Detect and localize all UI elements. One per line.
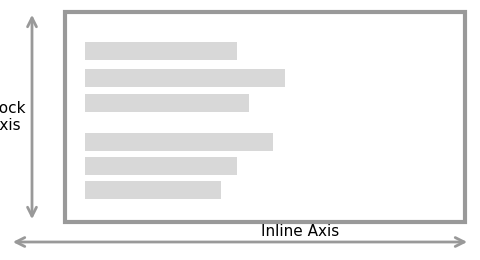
Bar (85, 157, 237, 175)
Text: Inline Axis: Inline Axis (261, 224, 339, 239)
Bar (85, 42, 237, 60)
Bar (85, 94, 249, 112)
Bar (65, 12, 465, 222)
Bar (85, 69, 285, 87)
Bar (85, 181, 221, 199)
Bar (85, 133, 273, 151)
Text: Block
Axis: Block Axis (0, 101, 26, 133)
